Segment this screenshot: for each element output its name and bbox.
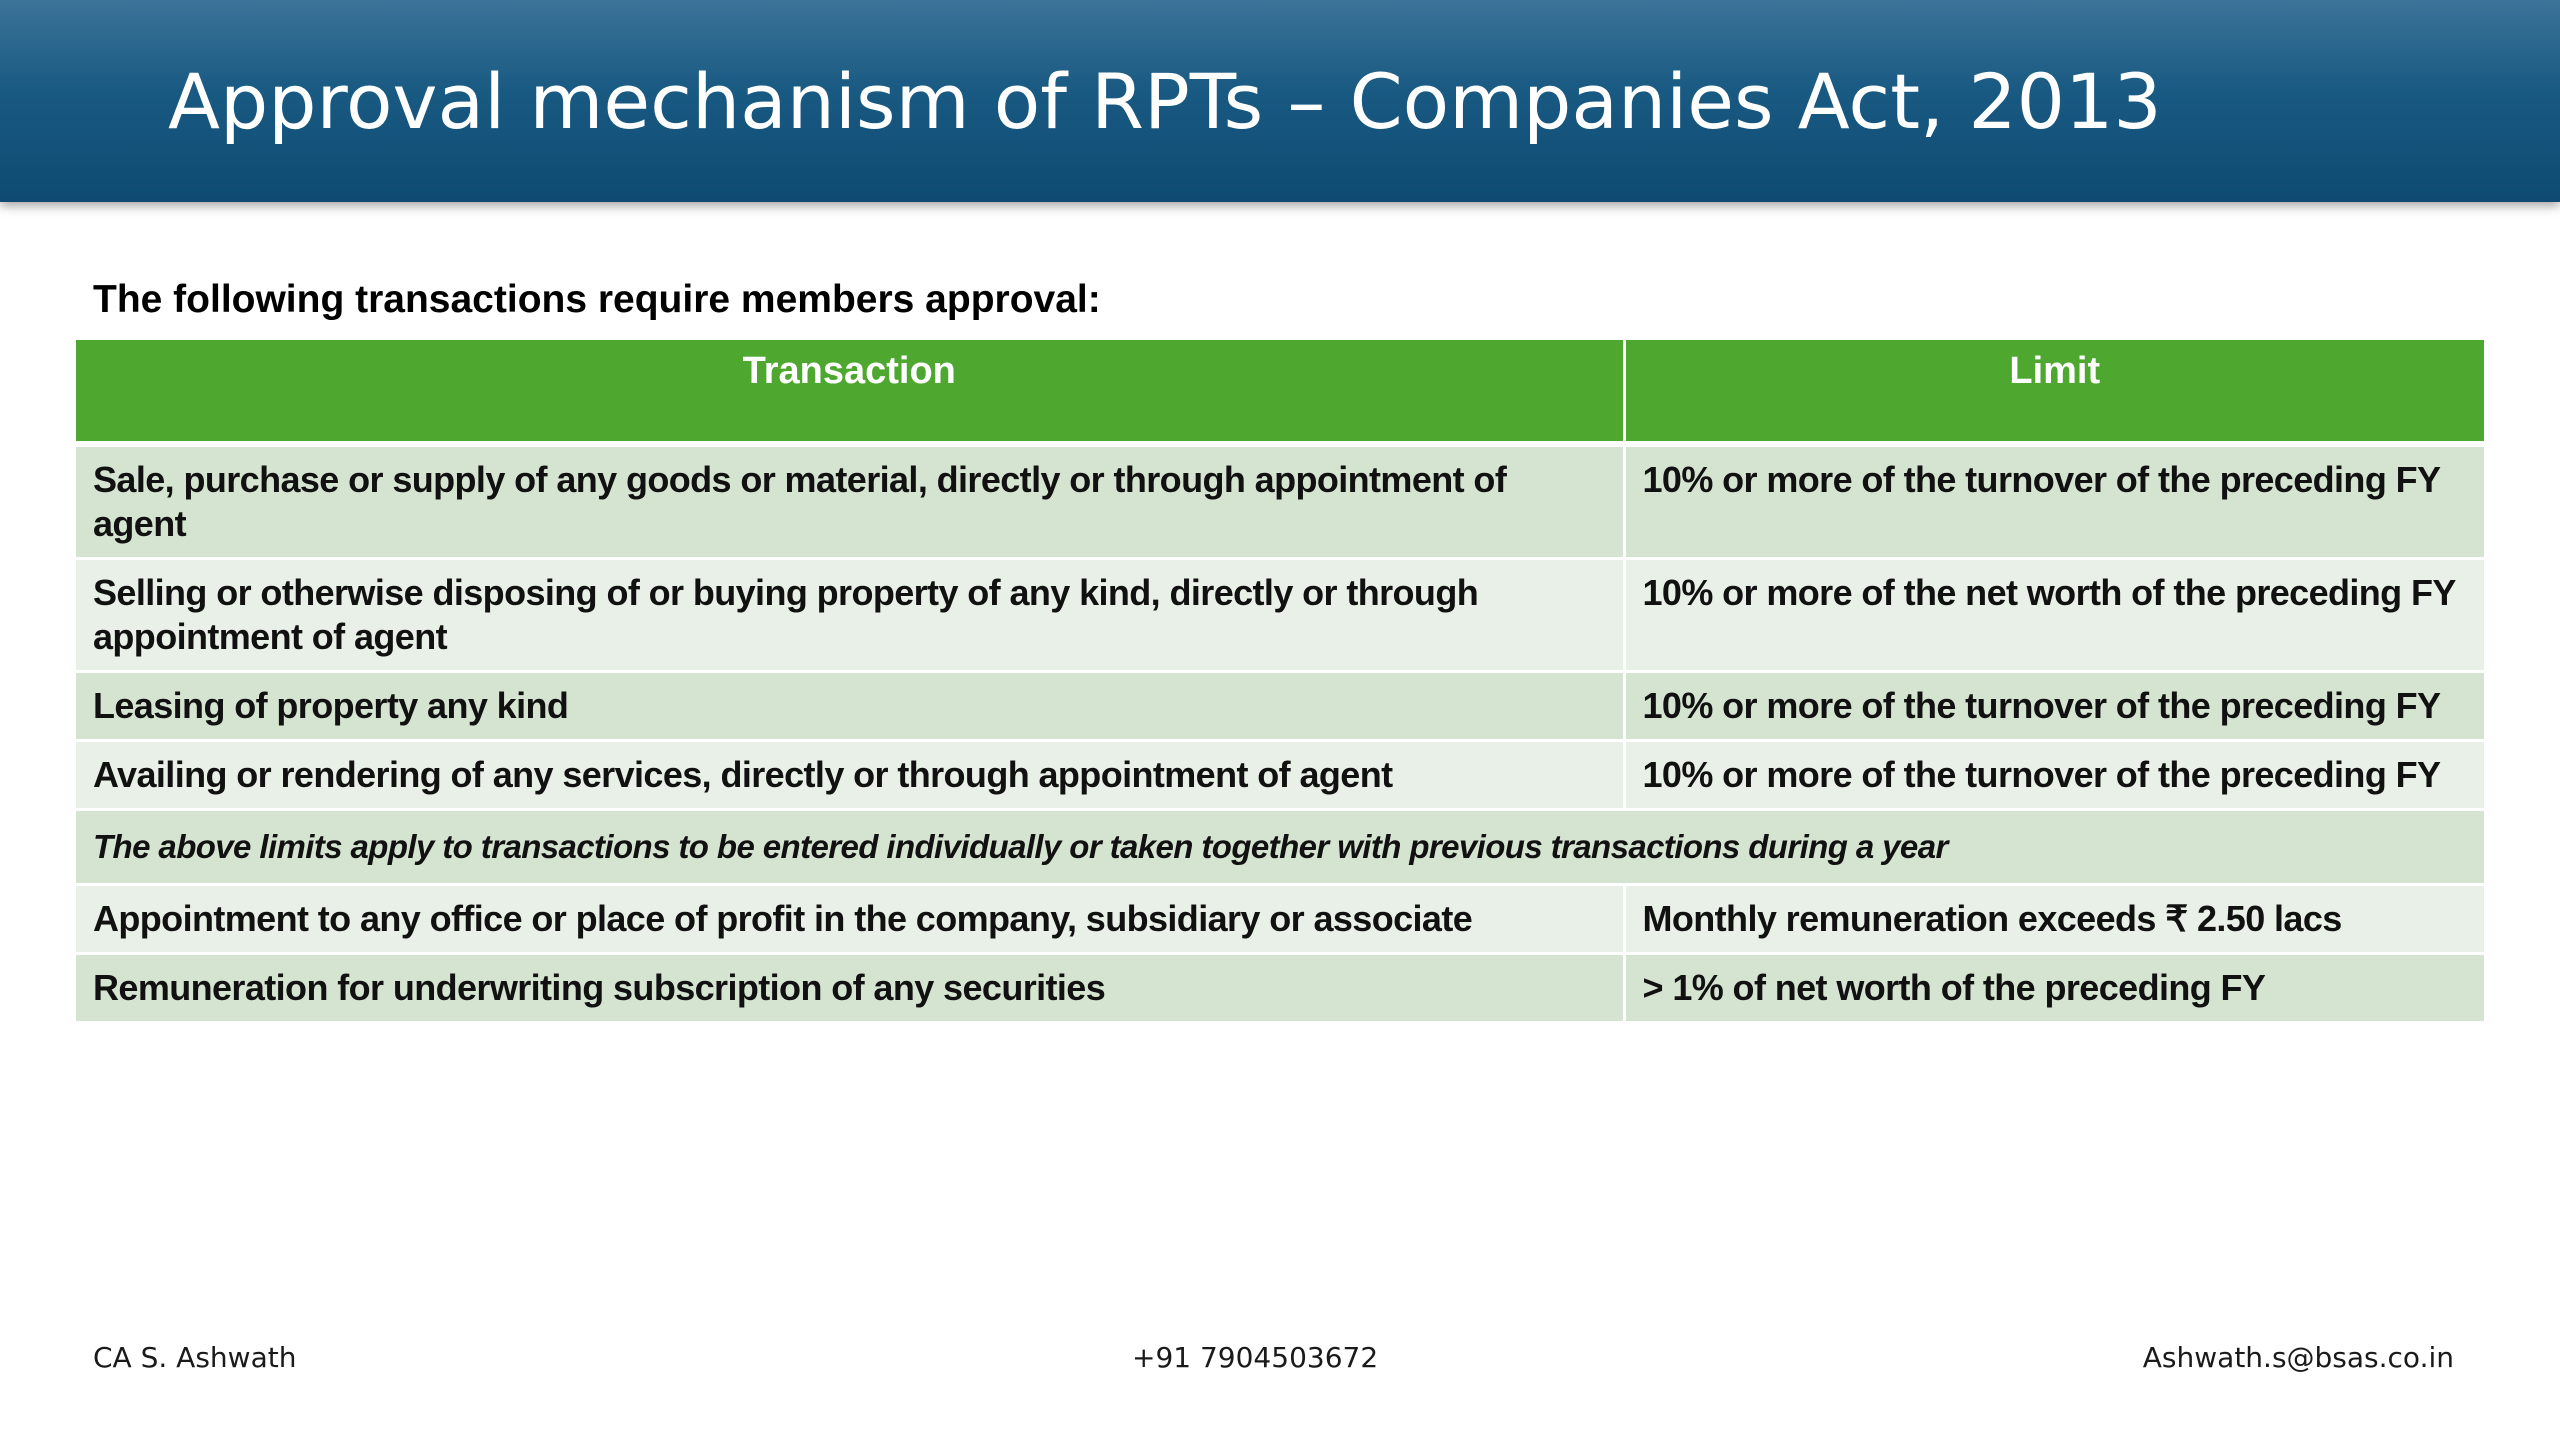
footer-phone: +91 7904503672 [1132, 1341, 1379, 1374]
table-row: Appointment to any office or place of pr… [76, 884, 2484, 955]
limit-cell: 10% or more of the net worth of the prec… [1624, 558, 2484, 673]
footer-presenter-name: CA S. Ashwath [93, 1341, 297, 1374]
transaction-cell: Remuneration for underwriting subscripti… [76, 953, 1626, 1024]
limit-cell: 10% or more of the turnover of the prece… [1624, 740, 2484, 811]
limit-cell: > 1% of net worth of the preceding FY [1624, 953, 2484, 1024]
column-header-transaction: Transaction [76, 340, 1626, 447]
intro-text: The following transactions require membe… [93, 278, 1101, 321]
table-row: Sale, purchase or supply of any goods or… [76, 444, 2484, 560]
limits-note: The above limits apply to transactions t… [76, 809, 2484, 886]
rpt-approval-table: Transaction Limit Sale, purchase or supp… [76, 340, 2484, 1024]
transaction-cell: Availing or rendering of any services, d… [76, 740, 1626, 811]
transaction-cell: Appointment to any office or place of pr… [76, 884, 1626, 955]
title-band: Approval mechanism of RPTs – Companies A… [0, 0, 2560, 202]
transaction-cell: Leasing of property any kind [76, 671, 1626, 742]
table-header-row: Transaction Limit [76, 340, 2484, 447]
table-row: Leasing of property any kind 10% or more… [76, 671, 2484, 742]
column-header-limit: Limit [1624, 340, 2484, 447]
transaction-cell: Selling or otherwise disposing of or buy… [76, 558, 1626, 673]
limit-cell: Monthly remuneration exceeds ₹ 2.50 lacs [1624, 884, 2484, 955]
slide-title: Approval mechanism of RPTs – Companies A… [168, 57, 2162, 146]
footer-email: Ashwath.s@bsas.co.in [2142, 1341, 2454, 1374]
limit-cell: 10% or more of the turnover of the prece… [1624, 671, 2484, 742]
table-row: Availing or rendering of any services, d… [76, 740, 2484, 811]
table-row: Selling or otherwise disposing of or buy… [76, 558, 2484, 673]
limit-cell: 10% or more of the turnover of the prece… [1624, 444, 2484, 560]
table-row: Remuneration for underwriting subscripti… [76, 953, 2484, 1024]
transaction-cell: Sale, purchase or supply of any goods or… [76, 444, 1626, 560]
note-row: The above limits apply to transactions t… [76, 809, 2484, 886]
